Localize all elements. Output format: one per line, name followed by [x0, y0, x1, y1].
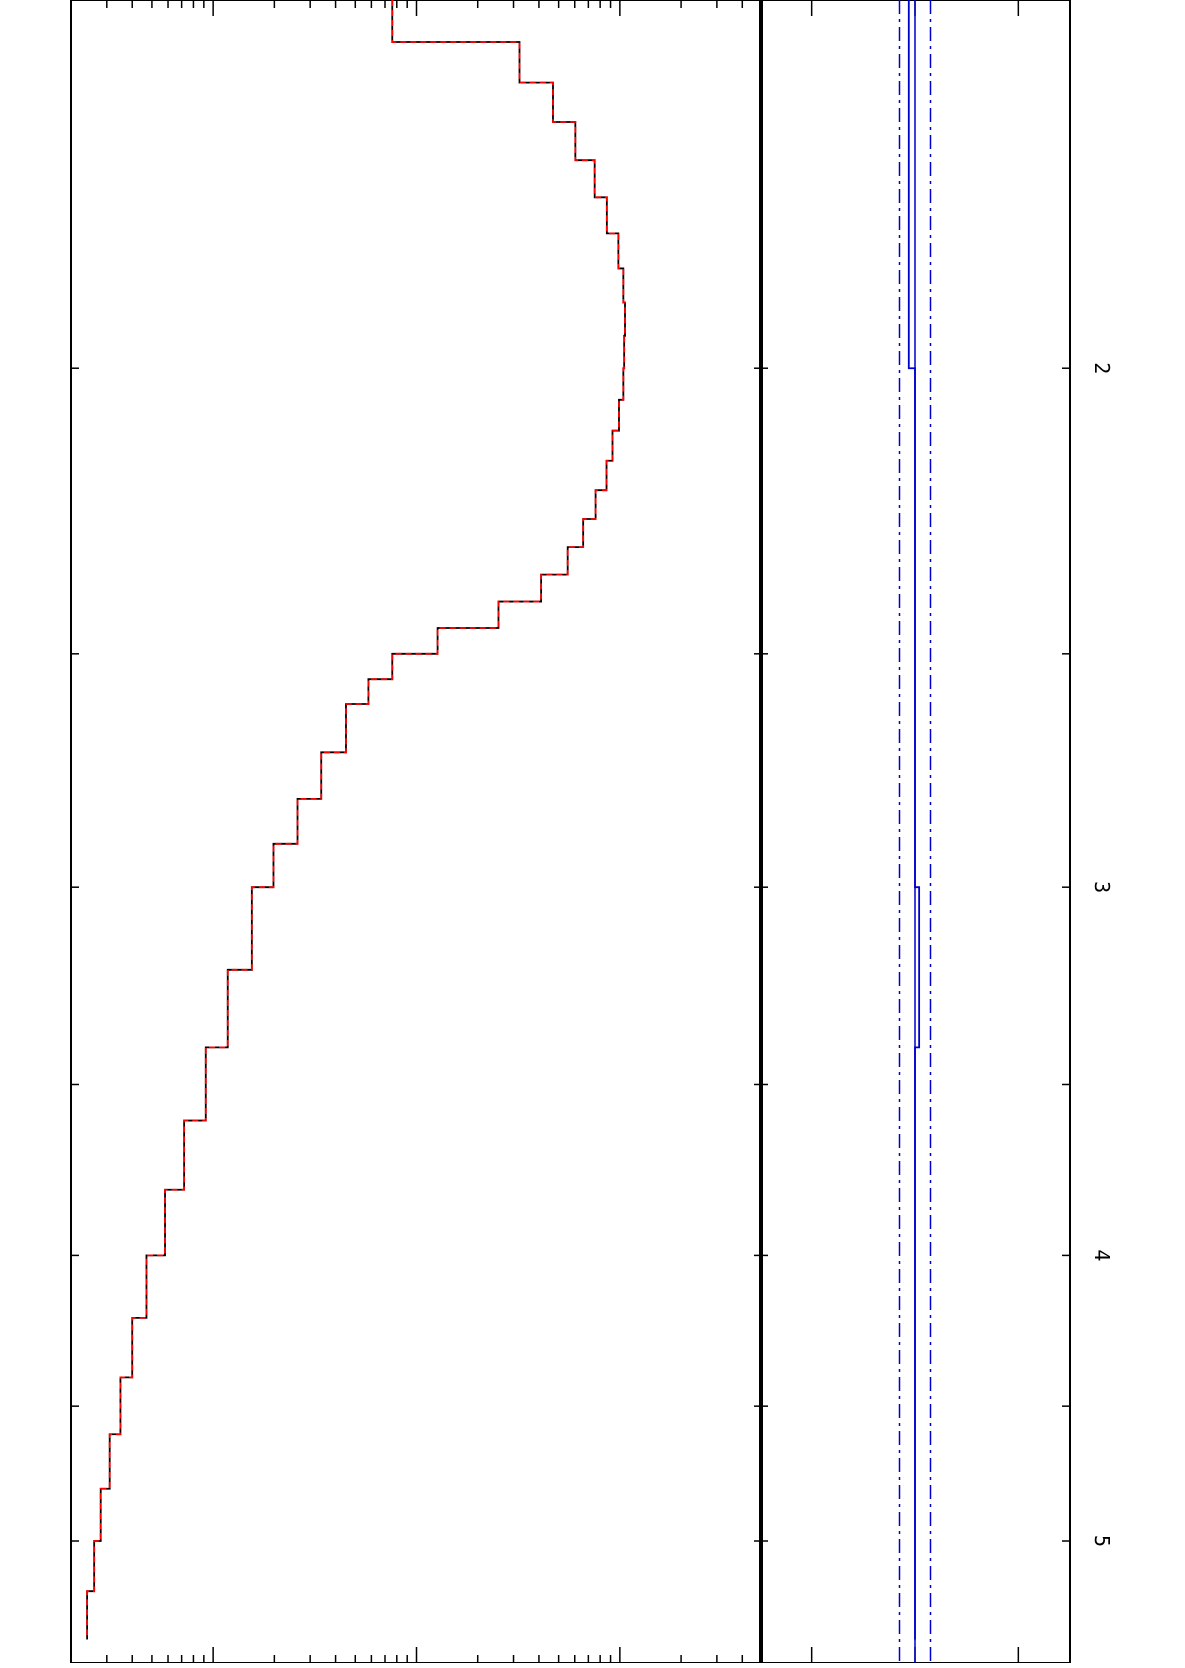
- x-tick-label: 4: [1090, 1249, 1114, 1261]
- series-matxs: [86, 0, 626, 1640]
- labels-layer: 234510-110-210-3: [1090, 362, 1114, 1547]
- series-line-matxs: [86, 0, 626, 1640]
- top-panel-frame: [70, 0, 763, 1664]
- x-tick-label: 5: [1090, 1535, 1114, 1547]
- series-line-matxs/endf: [907, 0, 921, 1640]
- series-layer: [86, 0, 932, 1663]
- series-line-endf: [86, 0, 626, 1640]
- x-tick-label: 3: [1090, 881, 1114, 893]
- axis-ticks: [70, 0, 1070, 1663]
- series-endf: [86, 0, 626, 1640]
- x-tick-label: 2: [1090, 362, 1114, 374]
